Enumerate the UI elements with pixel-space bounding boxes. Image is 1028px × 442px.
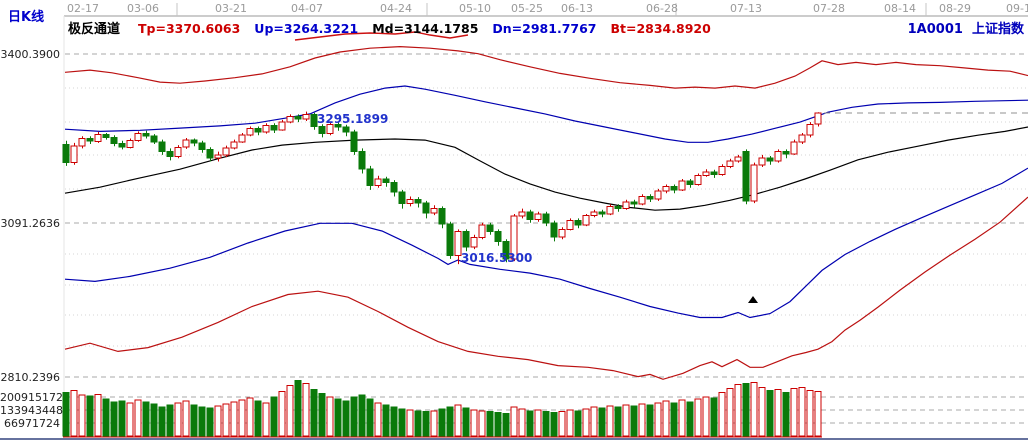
indicator-value: Md=3144.1785 — [372, 21, 479, 36]
date-label: 09-13 — [1006, 2, 1028, 15]
symbol-label[interactable]: 1A0001 上证指数 — [908, 18, 1024, 37]
symbol-code: 1A0001 — [907, 22, 963, 37]
date-label: 05-25 — [511, 2, 543, 15]
period-high-annotation: 3295.1899 — [317, 112, 389, 126]
date-label: 04-24 — [380, 2, 412, 15]
price-axis-label: 3091.2636 — [0, 217, 61, 231]
indicator-value: Bt=2834.8920 — [610, 21, 711, 36]
date-label: 07-28 — [813, 2, 845, 15]
date-label: 03-06 — [127, 2, 159, 15]
date-label: 08-29 — [939, 2, 971, 15]
date-label: 02-17 — [67, 2, 99, 15]
period-label[interactable]: 日K线 — [8, 10, 45, 25]
indicator-values: Tp=3370.6063 Up=3264.3221 Md=3144.1785 Dn=2… — [138, 21, 725, 37]
symbol-name: 上证指数 — [971, 22, 1024, 37]
volume-axis-label: 133943448 — [0, 404, 63, 417]
date-label: 03-21 — [215, 2, 247, 15]
price-axis-label: 2810.2396 — [0, 371, 61, 384]
date-label: 06-13 — [561, 2, 593, 15]
volume-axis-label: 200915172 — [0, 391, 63, 404]
indicator-value: Dn=2981.7767 — [492, 21, 597, 36]
volume-axis-label: 66971724 — [4, 417, 60, 430]
date-label: 04-07 — [291, 2, 323, 15]
period-low-annotation: 3016.5300 — [461, 251, 533, 265]
date-label: 08-14 — [884, 2, 916, 15]
date-label: 07-13 — [730, 2, 762, 15]
indicator-name[interactable]: 极反通道 — [68, 22, 121, 37]
price-axis-label: 3400.3900 — [0, 48, 61, 61]
date-label: 06-28 — [646, 2, 678, 15]
indicator-bar: 极反通道 Tp=3370.6063 Up=3264.3221 Md=3144.1785… — [68, 18, 725, 37]
date-label: 05-10 — [459, 2, 491, 15]
indicator-value: Up=3264.3221 — [254, 21, 359, 36]
indicator-value: Tp=3370.6063 — [138, 21, 241, 36]
